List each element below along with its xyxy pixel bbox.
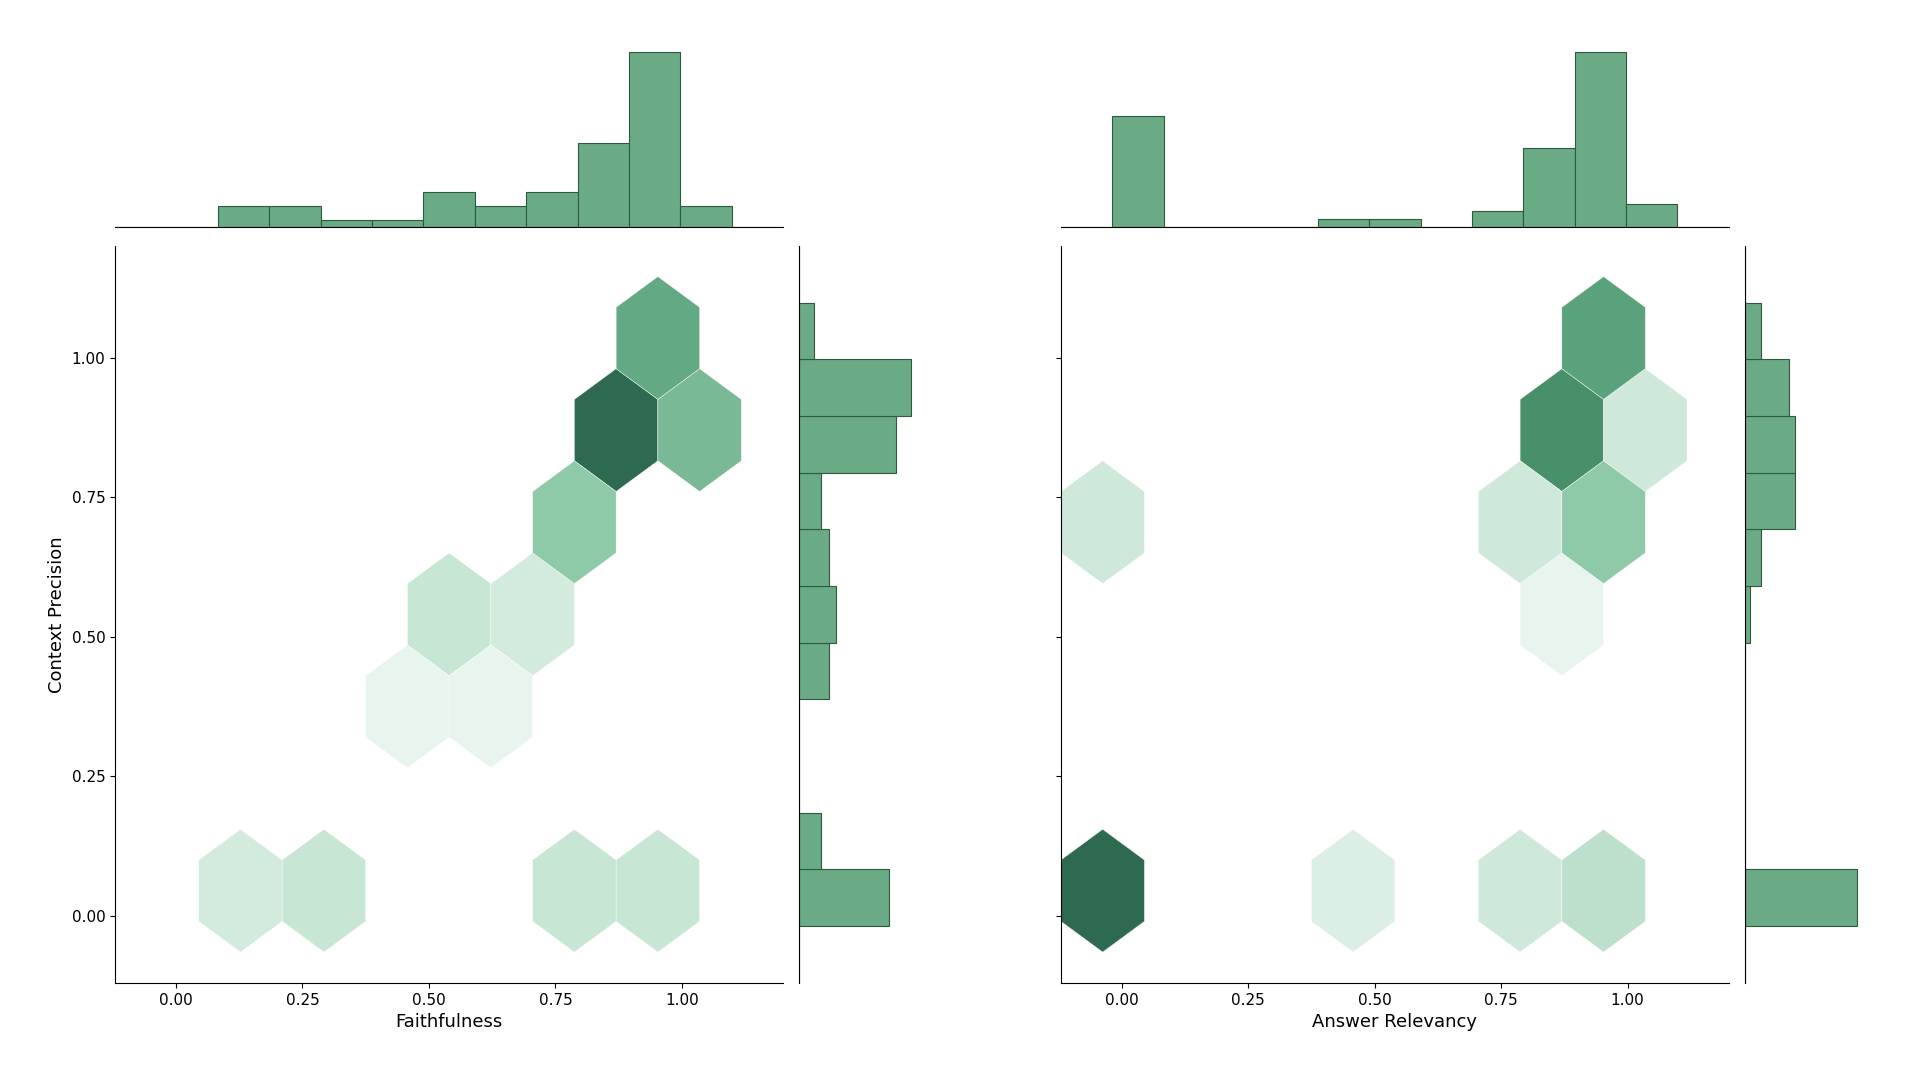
Bar — [1626, 203, 1678, 228]
Bar — [799, 813, 822, 869]
Bar — [799, 473, 822, 529]
Bar — [799, 360, 912, 416]
Bar — [1745, 473, 1795, 529]
Bar — [1112, 116, 1164, 228]
Bar — [630, 52, 680, 228]
Bar — [372, 220, 424, 228]
Bar — [1745, 586, 1751, 643]
X-axis label: Faithfulness: Faithfulness — [396, 1013, 503, 1031]
Bar — [526, 192, 578, 228]
Bar — [219, 206, 269, 228]
Bar — [1369, 219, 1421, 228]
Bar — [1317, 219, 1369, 228]
Bar — [1745, 529, 1761, 586]
Bar — [1523, 148, 1574, 228]
Bar — [1745, 360, 1789, 416]
Bar — [1574, 52, 1626, 228]
Bar — [578, 144, 630, 228]
Bar — [799, 869, 889, 927]
Bar — [1473, 212, 1523, 228]
Bar — [474, 206, 526, 228]
Bar — [799, 302, 814, 360]
Bar — [680, 206, 732, 228]
Bar — [1745, 869, 1857, 927]
X-axis label: Answer Relevancy: Answer Relevancy — [1313, 1013, 1476, 1031]
Bar — [321, 220, 372, 228]
Bar — [799, 643, 829, 700]
Bar — [424, 192, 474, 228]
Bar — [799, 529, 829, 586]
Bar — [269, 206, 321, 228]
Bar — [1745, 302, 1761, 360]
Bar — [799, 416, 897, 473]
Bar — [1745, 416, 1795, 473]
Y-axis label: Context Precision: Context Precision — [48, 536, 65, 692]
Bar — [799, 586, 837, 643]
